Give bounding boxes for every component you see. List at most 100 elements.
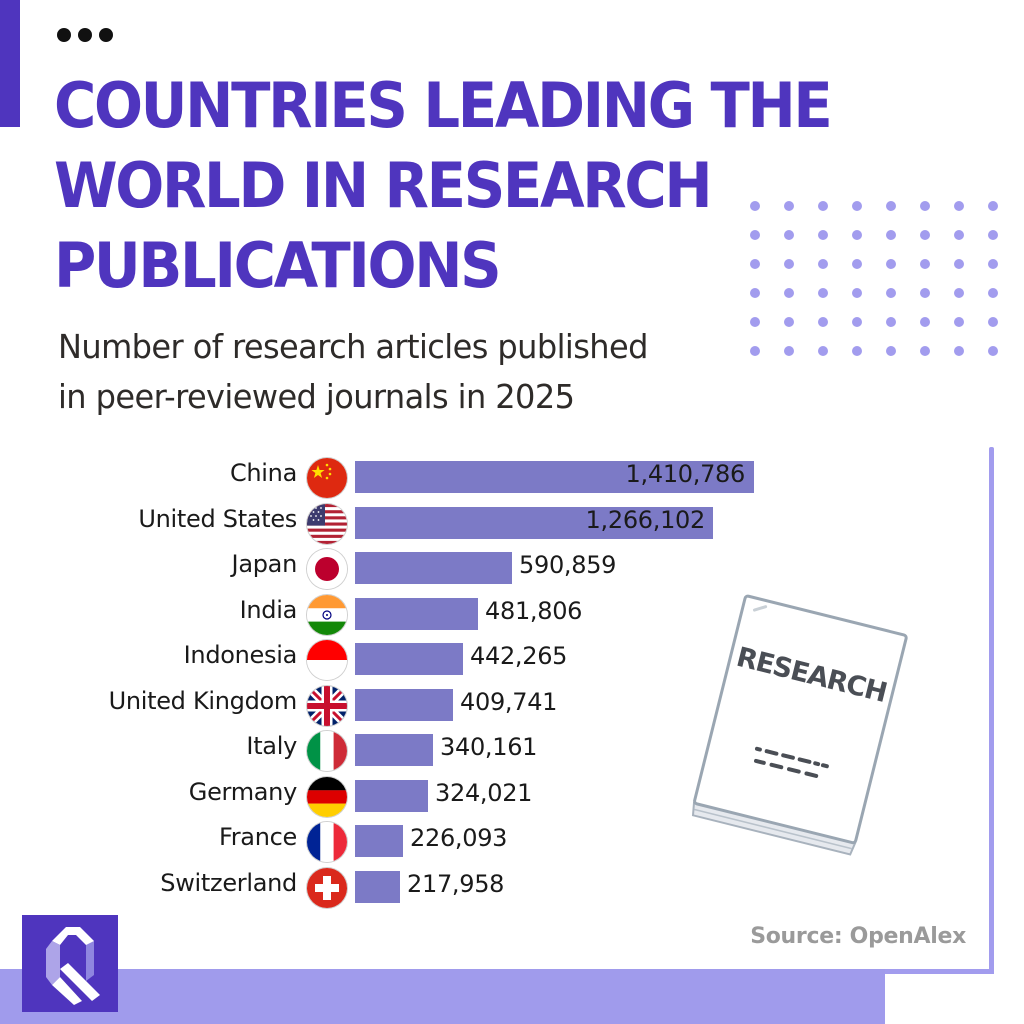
flag-uk-icon <box>307 685 347 726</box>
country-label: Germany <box>188 777 298 806</box>
decorative-dot <box>920 288 930 298</box>
value-label: 590,859 <box>519 551 617 579</box>
chart-row: Japan 590,859 <box>0 546 980 591</box>
value-label: 217,958 <box>407 869 505 898</box>
decorative-dot <box>818 317 828 327</box>
research-paper-icon: RESEARCH <box>691 594 908 856</box>
decorative-dot <box>784 346 794 356</box>
value-bar <box>355 779 428 812</box>
frame-border-right <box>989 447 994 974</box>
chart-row: Switzerland 217,958 <box>0 865 980 910</box>
flag-china-icon <box>307 458 347 498</box>
decorative-dot <box>920 346 930 356</box>
decorative-dot <box>852 259 862 269</box>
flag-japan-icon <box>307 549 347 589</box>
frame-border-bottom <box>880 969 994 974</box>
country-label: Italy <box>246 732 297 760</box>
decorative-dot <box>954 288 964 298</box>
value-bar <box>355 643 463 675</box>
decorative-dot <box>988 259 998 269</box>
q-logo-icon <box>22 915 118 1012</box>
chart-row: Italy 340,161 <box>0 728 980 773</box>
value-label: 324,021 <box>435 778 533 807</box>
source-attribution: Source: OpenAlex <box>750 924 966 949</box>
value-bar <box>355 461 754 493</box>
chart-subtitle: Number of research articles published in… <box>58 327 648 416</box>
value-bar <box>355 734 433 766</box>
decorative-dot <box>784 201 794 211</box>
value-bar <box>355 870 400 903</box>
decorative-dot <box>886 230 896 240</box>
country-label: Switzerland <box>160 868 297 897</box>
decorative-dot <box>988 230 998 240</box>
flag-indonesia-icon <box>307 640 347 680</box>
value-bar <box>355 688 453 721</box>
decorative-dot <box>886 259 896 269</box>
decorative-dot <box>818 259 828 269</box>
flag-france-icon <box>307 822 347 862</box>
decorative-dot <box>886 201 896 211</box>
decorative-dot <box>988 317 998 327</box>
value-label: 1,410,786 <box>625 460 746 488</box>
chart-row: France 226,093 <box>0 819 980 864</box>
dot <box>99 28 113 42</box>
decorative-dot <box>852 201 862 211</box>
accent-side-bar <box>0 0 20 127</box>
country-label: France <box>218 823 297 851</box>
decorative-dot <box>954 317 964 327</box>
flag-usa-icon <box>307 503 347 544</box>
value-label: 1,266,102 <box>585 505 706 534</box>
country-label: Indonesia <box>183 641 298 669</box>
decorative-dot <box>750 201 760 211</box>
ellipsis-icon <box>57 28 113 42</box>
decorative-dot <box>784 317 794 327</box>
decorative-dot <box>954 230 964 240</box>
country-label: China <box>229 459 297 487</box>
decorative-dot <box>750 230 760 240</box>
value-label: 226,093 <box>410 824 508 852</box>
decorative-dot <box>852 230 862 240</box>
country-label: United Kingdom <box>108 686 298 715</box>
chart-row: United Kingdom 409,741 <box>0 683 980 728</box>
flag-india-icon <box>307 594 347 635</box>
page-title: COUNTRIES LEADING THE WORLD IN RESEARCH … <box>54 69 833 302</box>
value-label: 442,265 <box>470 642 568 670</box>
decorative-dot <box>818 201 828 211</box>
decorative-dot <box>852 317 862 327</box>
value-label: 340,161 <box>440 733 538 761</box>
decorative-dot <box>954 346 964 356</box>
chart-row: Germany 324,021 <box>0 774 980 819</box>
decorative-dot <box>988 288 998 298</box>
flag-switzerland-icon <box>307 867 347 908</box>
decorative-dot <box>886 346 896 356</box>
decorative-dot <box>818 288 828 298</box>
decorative-dot <box>920 317 930 327</box>
value-bar <box>355 825 403 857</box>
decorative-dot <box>954 259 964 269</box>
chart-row: China 1,410,786 <box>0 455 980 500</box>
decorative-dot <box>852 288 862 298</box>
decorative-dot <box>988 346 998 356</box>
chart-row: India 481,806 <box>0 592 980 637</box>
value-bar <box>355 552 512 584</box>
value-label: 409,741 <box>460 687 558 716</box>
decorative-dot <box>750 317 760 327</box>
decorative-dot <box>750 259 760 269</box>
decorative-dot <box>886 317 896 327</box>
country-label: United States <box>138 504 297 533</box>
decorative-dot <box>784 288 794 298</box>
decorative-dot <box>818 230 828 240</box>
country-label: India <box>239 595 298 624</box>
country-label: Japan <box>231 550 298 578</box>
decorative-dot <box>920 201 930 211</box>
value-bar <box>355 597 478 630</box>
decorative-dot <box>818 346 828 356</box>
decorative-dot <box>988 201 998 211</box>
decorative-dot <box>954 201 964 211</box>
decorative-dot <box>852 346 862 356</box>
decorative-dot <box>784 259 794 269</box>
dot <box>57 28 71 42</box>
decorative-dot <box>920 259 930 269</box>
decorative-dot <box>750 346 760 356</box>
decorative-dot <box>886 288 896 298</box>
